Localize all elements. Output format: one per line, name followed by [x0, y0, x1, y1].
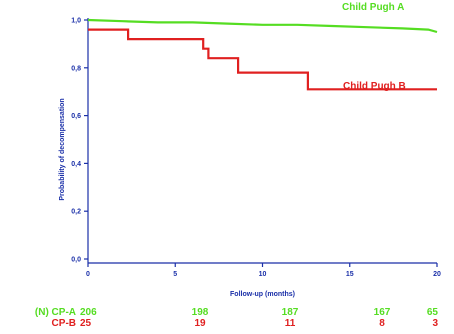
x-tick-label: 0: [86, 271, 90, 278]
risk-header-cp-a: (N) CP-A: [35, 307, 76, 318]
x-tick-label: 10: [259, 271, 267, 278]
risk-count-cp-a: 187: [282, 307, 299, 318]
risk-table: (N) CP-ACP-B 206 198 187 167 65 25 19 11 8 3: [35, 307, 439, 329]
series-line-child-pugh-b: [88, 28, 437, 91]
x-tick-label: 5: [173, 271, 177, 278]
risk-header-cp-b: CP-B: [52, 318, 76, 329]
risk-count-cp-b: 8: [379, 318, 385, 329]
risk-count-cp-b: 25: [80, 318, 92, 329]
risk-count-cp-a: 206: [80, 307, 97, 318]
risk-count-cp-a: 65: [427, 307, 439, 318]
risk-count-cp-a: 198: [192, 307, 209, 318]
y-tick-label: 0,2: [71, 209, 81, 216]
series-labels: Child Pugh A Child Pugh B: [342, 2, 406, 92]
x-tick-label: 20: [433, 271, 441, 278]
y-axis-title: Probability of decompensation: [59, 98, 66, 200]
x-axis-title: Follow-up (months): [230, 291, 295, 298]
series-lines: [87, 18, 438, 91]
series-label-child-pugh-a: Child Pugh A: [342, 2, 404, 13]
risk-count-cp-b: 19: [194, 318, 206, 329]
y-tick-label: 1,0: [71, 18, 81, 25]
y-tick-label: 0,0: [71, 257, 81, 264]
risk-count-cp-a: 167: [374, 307, 391, 318]
risk-count-cp-b: 11: [285, 318, 296, 329]
axes: 0,0 0,2 0,4 0,6 0,8 1,0 0 5 10 15 20 Follow-up (mon…: [59, 18, 441, 299]
series-line-child-pugh-a: [87, 18, 438, 34]
y-tick-label: 0,6: [71, 113, 81, 120]
y-tick-label: 0,4: [71, 161, 81, 168]
risk-count-cp-b: 3: [432, 318, 438, 329]
series-label-child-pugh-b: Child Pugh B: [343, 81, 406, 92]
y-tick-label: 0,8: [71, 65, 81, 72]
x-tick-label: 15: [346, 271, 354, 278]
